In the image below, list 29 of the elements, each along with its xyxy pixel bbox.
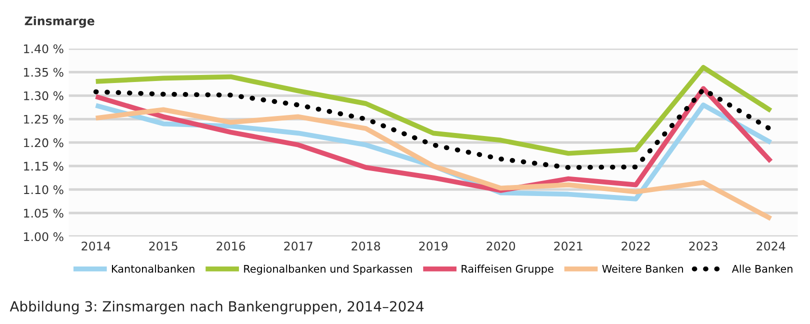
- x-tick-label: 2022: [622, 242, 650, 251]
- y-tick-label: 1.00 %: [24, 232, 64, 242]
- line-series: [93, 86, 774, 193]
- text: Abbildung 3: Zinsmargen nach Bankengruppen, 2014–2024: [10, 300, 424, 314]
- y-tick-label: 1.15 %: [24, 162, 64, 171]
- y-tick-label: 1.05 %: [24, 208, 64, 218]
- y-tick-label: 1.25 %: [24, 114, 64, 124]
- legend-label: Alle Banken: [732, 264, 792, 273]
- y-tick-label: 1.35 %: [24, 68, 64, 77]
- x-tick-label: 2017: [284, 242, 312, 251]
- y-tick-label: 1.30 %: [24, 91, 64, 100]
- legend-label: Regionalbanken und Sparkassen: [244, 264, 412, 275]
- x-tick-label: 2018: [352, 242, 380, 251]
- y-tick-label: 1.10 %: [24, 185, 64, 194]
- legend-label: Raiffeisen Gruppe: [462, 264, 554, 275]
- x-tick-label: 2019: [419, 242, 448, 251]
- y-tick-label: 1.40 %: [24, 44, 64, 54]
- y-tick-label: 1.20 %: [24, 138, 64, 148]
- x-tick-label: 2024: [756, 242, 786, 251]
- legend-label: Weitere Banken: [602, 264, 683, 273]
- y-axis-title: Zinsmarge: [24, 16, 94, 28]
- x-tick-label: 2014: [82, 242, 110, 251]
- x-tick-label: 2015: [149, 242, 178, 251]
- x-tick-label: 2023: [689, 242, 718, 251]
- x-tick-label: 2020: [486, 242, 516, 251]
- line-series: [93, 87, 774, 170]
- legend-label: Kantonalbanken: [112, 264, 194, 273]
- x-tick-label: 2021: [554, 242, 582, 251]
- x-tick-label: 2016: [216, 242, 246, 251]
